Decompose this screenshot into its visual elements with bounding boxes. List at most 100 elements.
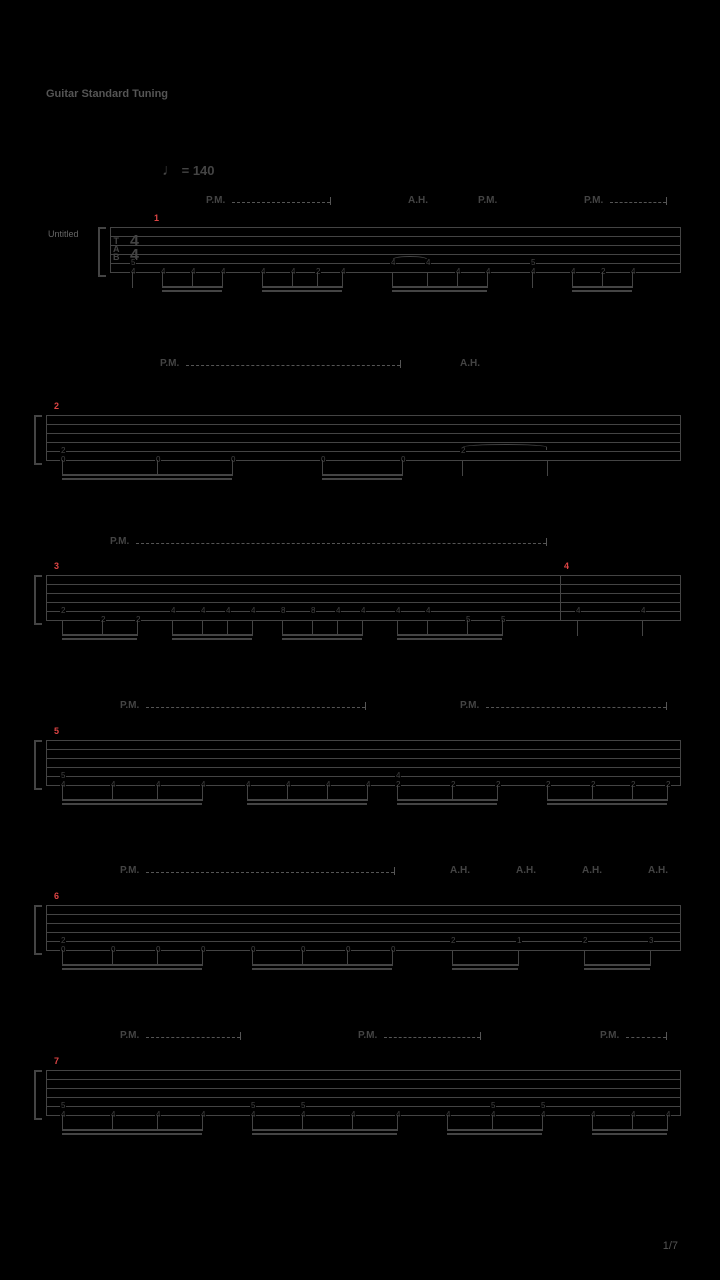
- fret-number: 5: [465, 616, 471, 624]
- fret-number: 2: [450, 781, 456, 789]
- note-stem: [352, 1115, 353, 1131]
- vibrato-line: [488, 360, 678, 364]
- note-stem: [112, 1115, 113, 1131]
- note-stem: [547, 460, 548, 476]
- barline: [110, 227, 111, 273]
- note-stem: [282, 620, 283, 636]
- palm-mute-extent: [232, 201, 330, 203]
- note-stem: [162, 272, 163, 288]
- fret-number: 2: [582, 937, 588, 945]
- staff-line: [46, 1079, 680, 1080]
- fret-number: 2: [450, 937, 456, 945]
- fret-number: 2: [60, 447, 66, 455]
- fret-number: 4: [250, 1111, 256, 1119]
- note-stem: [397, 785, 398, 801]
- barline: [46, 1070, 47, 1116]
- fret-number: 4: [130, 268, 136, 276]
- tie-arc: [463, 444, 547, 450]
- staff-line: [46, 1088, 680, 1089]
- note-stem: [667, 1115, 668, 1131]
- staff-bracket: [98, 227, 106, 277]
- staff-line: [46, 593, 680, 594]
- fret-number: 2: [630, 781, 636, 789]
- note-stem: [497, 785, 498, 801]
- note-stem: [202, 1115, 203, 1131]
- fret-number: 0: [400, 456, 406, 464]
- note-stem: [157, 785, 158, 801]
- artificial-harmonic-label: A.H.: [648, 865, 668, 876]
- fret-number: 4: [490, 1111, 496, 1119]
- staff-line: [46, 415, 680, 416]
- note-stem: [192, 272, 193, 288]
- fret-number: 4: [425, 259, 431, 267]
- fret-number: 4: [365, 781, 371, 789]
- fret-number: 4: [630, 1111, 636, 1119]
- note-stem: [62, 620, 63, 636]
- beam: [584, 964, 650, 966]
- note-stem: [642, 620, 643, 636]
- note-stem: [572, 272, 573, 288]
- note-stem: [402, 460, 403, 476]
- fret-number: 4: [335, 607, 341, 615]
- fret-number: 3: [648, 937, 654, 945]
- note-stem: [427, 620, 428, 636]
- note-stem: [62, 460, 63, 476]
- beam: [62, 638, 137, 640]
- beam: [172, 634, 252, 636]
- barline: [680, 227, 681, 273]
- staff-line: [46, 932, 680, 933]
- note-stem: [457, 272, 458, 288]
- fret-number: 4: [395, 1111, 401, 1119]
- note-stem: [62, 950, 63, 966]
- beam: [397, 799, 497, 801]
- note-stem: [247, 785, 248, 801]
- fret-number: 5: [530, 259, 536, 267]
- beam: [282, 638, 362, 640]
- fret-number: 0: [110, 946, 116, 954]
- fret-number: 0: [300, 946, 306, 954]
- note-stem: [532, 272, 533, 288]
- note-stem: [252, 620, 253, 636]
- beam: [262, 290, 342, 292]
- fret-number: 4: [170, 607, 176, 615]
- beam: [162, 290, 222, 292]
- note-stem: [322, 460, 323, 476]
- beam: [447, 1129, 542, 1131]
- note-stem: [312, 620, 313, 636]
- beam: [62, 634, 137, 636]
- fret-number: 8: [310, 607, 316, 615]
- staff-line: [46, 767, 680, 768]
- beam: [547, 799, 667, 801]
- note-stem: [650, 950, 651, 966]
- fret-number: 4: [575, 607, 581, 615]
- note-stem: [202, 620, 203, 636]
- tuning-title: Guitar Standard Tuning: [46, 88, 168, 100]
- note-stem: [632, 272, 633, 288]
- fret-number: 5: [60, 1102, 66, 1110]
- staff-line: [46, 776, 680, 777]
- fret-number: 5: [540, 1102, 546, 1110]
- staff-line: [46, 575, 680, 576]
- staff-line: [46, 584, 680, 585]
- fret-number: 4: [395, 772, 401, 780]
- note-stem: [222, 272, 223, 288]
- tab-clef: TAB: [113, 237, 120, 261]
- beam: [584, 968, 650, 970]
- note-stem: [202, 950, 203, 966]
- staff-line: [46, 1115, 680, 1116]
- fret-number: 4: [285, 781, 291, 789]
- fret-number: 1: [516, 937, 522, 945]
- staff-bracket: [34, 905, 42, 955]
- palm-mute-label: P.M.: [206, 195, 225, 206]
- fret-number: 0: [200, 946, 206, 954]
- beam: [322, 474, 402, 476]
- note-stem: [462, 460, 463, 476]
- fret-number: 4: [250, 607, 256, 615]
- note-stem: [602, 272, 603, 288]
- fret-number: 4: [425, 607, 431, 615]
- note-stem: [62, 1115, 63, 1131]
- fret-number: 4: [190, 268, 196, 276]
- fret-number: 4: [110, 1111, 116, 1119]
- note-stem: [232, 460, 233, 476]
- barline: [46, 575, 47, 621]
